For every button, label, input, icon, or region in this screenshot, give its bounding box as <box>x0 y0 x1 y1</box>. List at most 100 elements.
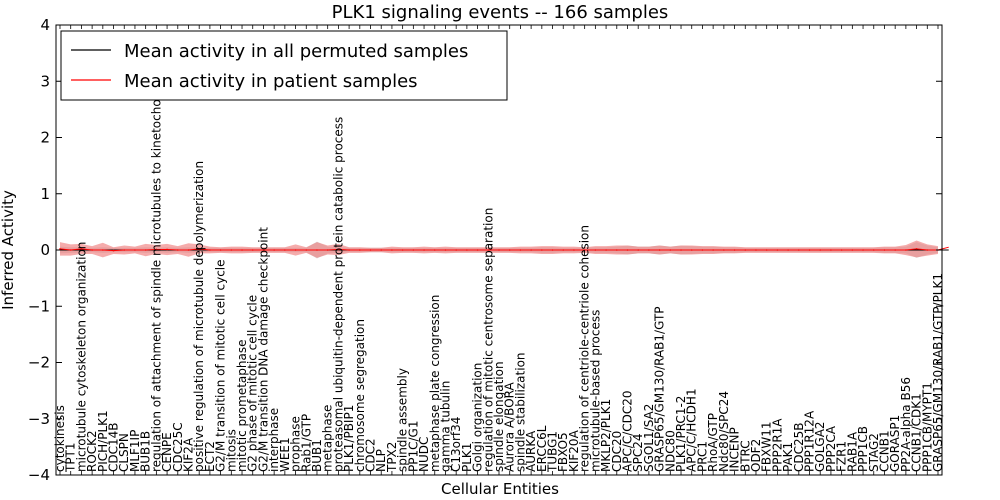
patient-point <box>508 249 511 251</box>
category-label: NDC80 <box>663 430 677 472</box>
y-tick-label: 0 <box>40 241 50 259</box>
category-label: BUB1B <box>139 431 153 472</box>
legend: Mean activity in all permuted samples Me… <box>60 30 508 101</box>
category-label: FBXO5 <box>556 432 570 472</box>
category-label: chromosome segregation <box>353 319 367 472</box>
category-label: FBXW11 <box>760 422 774 473</box>
category-label: CCNB1 <box>877 430 891 472</box>
patient-point <box>112 249 115 252</box>
category-label: KIF2A <box>181 437 195 472</box>
patient-point <box>712 249 714 251</box>
patient-point <box>840 249 843 251</box>
category-label: Aurora A/BORA <box>503 382 517 472</box>
patient-point <box>337 248 340 251</box>
category-label: CCNB1/CDK1 <box>910 393 924 472</box>
category-label: BTRC <box>738 440 752 472</box>
category-label: KIF20A <box>567 429 581 472</box>
category-label: SGOL1/SA2 <box>642 404 656 472</box>
category-label: NLP <box>374 449 388 472</box>
category-label: PAK1 <box>781 442 795 472</box>
category-label: CDC2 <box>364 438 378 472</box>
y-tick-label: −3 <box>28 410 50 428</box>
category-label: spindle elongation <box>492 361 506 472</box>
category-label: PPP1CB <box>856 426 870 472</box>
category-label: regulation of centriole-centriole cohesi… <box>578 225 592 472</box>
category-label: FZR1 <box>835 441 849 472</box>
category-label: APC/C/CDC20 <box>620 390 634 472</box>
category-label: PPP1R12A <box>803 410 817 472</box>
patient-point <box>626 249 629 251</box>
legend-label-permuted: Mean activity in all permuted samples <box>124 41 468 62</box>
category-label: G2/M transition DNA damage checkpoint <box>256 227 270 472</box>
category-label: PRC1 <box>695 441 709 472</box>
patient-point <box>862 249 864 251</box>
category-label: STAG2 <box>867 433 881 472</box>
category-label: mitosis <box>224 429 238 472</box>
category-label: ROCK2 <box>85 430 99 472</box>
category-label: regulation of mitotic centrosome separat… <box>481 208 495 472</box>
category-label: TPX2 <box>385 442 399 473</box>
patient-point <box>59 248 61 250</box>
category-label: RhoA/GTP <box>706 413 720 472</box>
category-label: PLK1/PRC1-2 <box>674 396 688 472</box>
category-label: ERCC6L <box>535 425 549 472</box>
patient-point <box>401 249 404 251</box>
category-label: proteasomal ubiquitin-dependent protein … <box>331 117 345 472</box>
patient-point <box>894 249 896 251</box>
category-label: metaphase plate congression <box>428 295 442 472</box>
category-label: mitotic prometaphase <box>235 340 249 473</box>
patient-point <box>80 248 83 250</box>
patient-point <box>583 249 586 251</box>
patient-point <box>744 249 747 251</box>
patient-point <box>680 249 682 251</box>
category-label: microtubule-based process <box>588 310 602 472</box>
category-label: ECT2 <box>203 441 217 472</box>
patient-point <box>326 249 329 251</box>
category-label: regulation of attachment of spindle micr… <box>149 87 163 472</box>
category-label: AURKA <box>524 430 538 472</box>
patient-point <box>316 249 318 251</box>
patient-point <box>733 249 736 251</box>
patient-point <box>669 249 672 251</box>
category-label: PP1C/G1 <box>406 421 420 472</box>
category-label: PLK1/PBIP1 <box>342 405 356 472</box>
patient-point <box>176 249 179 251</box>
patient-point <box>530 249 532 251</box>
patient-point <box>594 249 597 251</box>
category-label: GOLGA2 <box>813 421 827 472</box>
patient-point <box>369 249 372 251</box>
y-axis-label: Inferred Activity <box>0 190 17 310</box>
legend-box <box>60 30 508 101</box>
patient-point <box>433 249 436 251</box>
category-label: TPT1 <box>64 442 78 473</box>
patient-point <box>541 249 543 251</box>
category-label: interphase <box>267 408 281 472</box>
category-label: CENPE <box>160 432 174 472</box>
patient-point <box>230 249 233 251</box>
category-label: SPC24 <box>631 433 645 472</box>
category-label: PPP1CB/MYPT1 <box>920 382 934 472</box>
patient-point <box>701 249 704 251</box>
category-label: spindle assembly <box>396 368 410 472</box>
category-label: PP2A-alpha B56 <box>899 377 913 472</box>
patient-point <box>851 249 854 251</box>
patient-point <box>187 249 190 251</box>
patient-point <box>455 249 457 251</box>
patient-point <box>284 249 286 251</box>
category-label: GRASP65/GM130/RAB1/GTP/PLK1 <box>931 273 945 472</box>
category-label: BUB1 <box>310 439 324 472</box>
category-label: Ndc80/SPC24 <box>717 391 731 472</box>
patient-point <box>690 249 693 251</box>
chart-title: PLK1 signaling events -- 166 samples <box>332 2 669 23</box>
patient-point <box>573 249 575 251</box>
patient-point <box>155 248 158 251</box>
y-tick-label: 2 <box>40 129 50 147</box>
category-label: CDC20 <box>610 431 624 472</box>
patient-point <box>798 249 800 251</box>
y-axis-ticks: −4 −3 −2 −1 0 1 2 3 4 <box>28 16 942 484</box>
category-label: Rab1/GTP <box>299 414 313 472</box>
x-axis-label: Cellular Entities <box>441 480 559 498</box>
category-label: GRASP65/GM130/RAB1/GTP <box>653 306 667 472</box>
patient-point <box>658 249 661 251</box>
